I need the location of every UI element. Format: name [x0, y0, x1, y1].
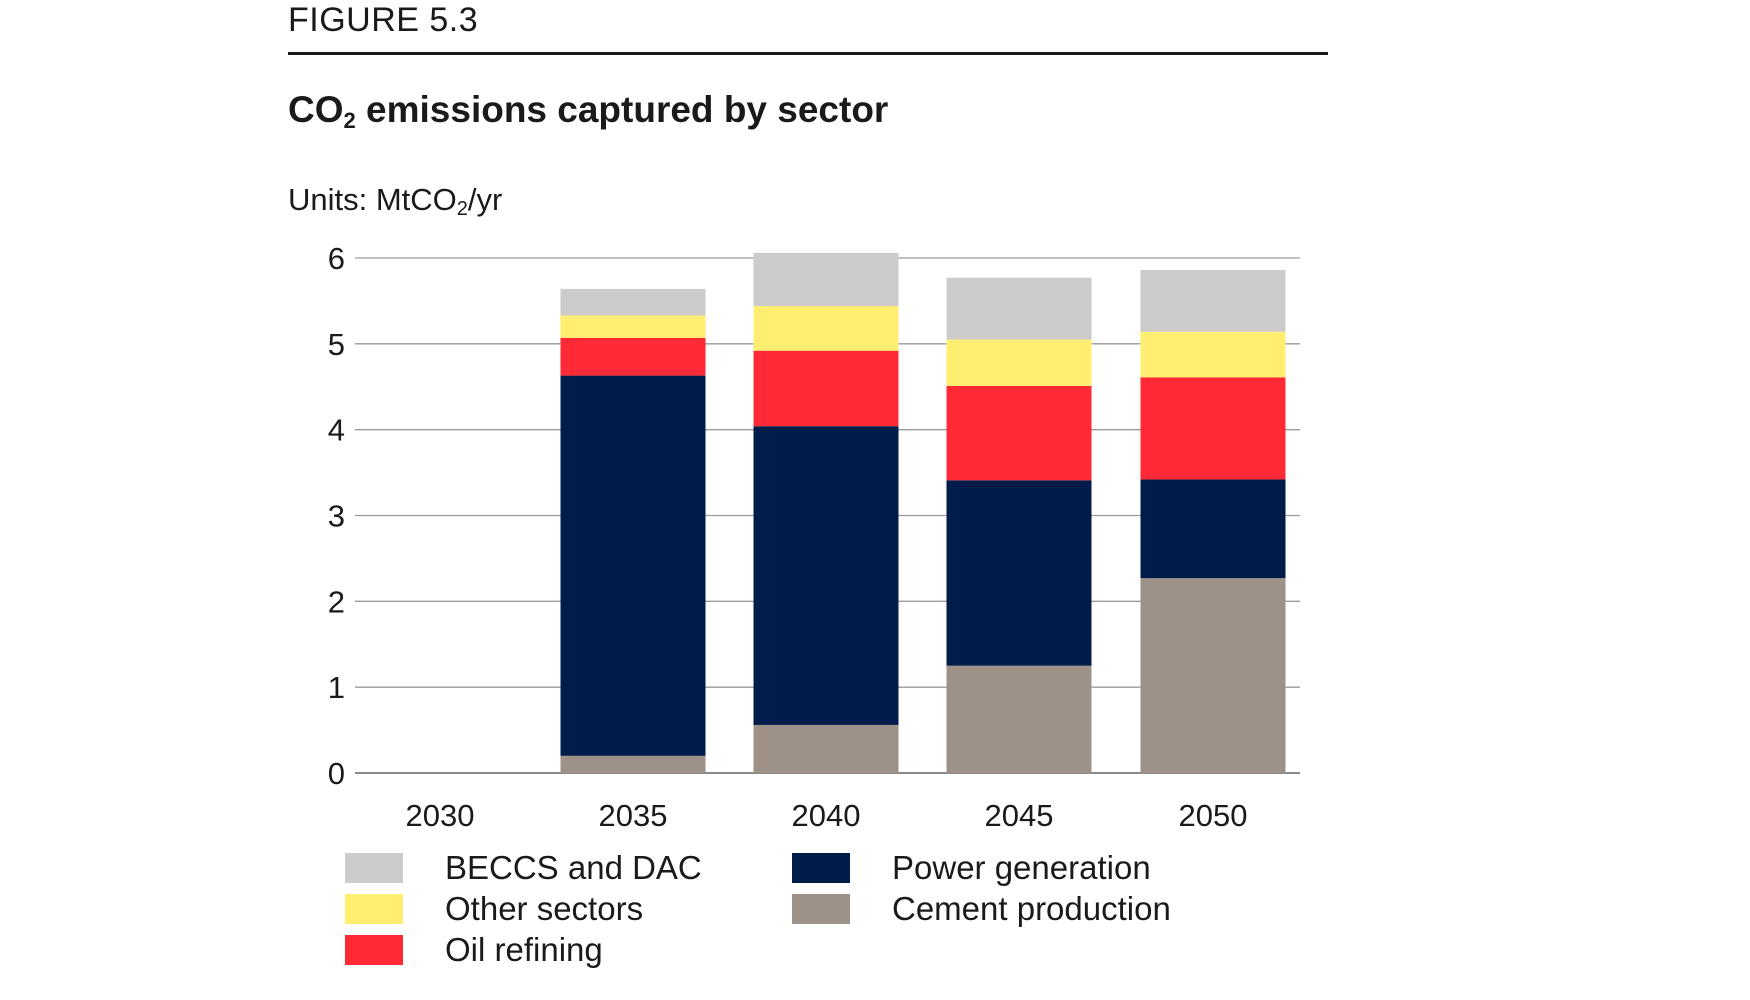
- bar-segment-beccs-and-dac: [1140, 270, 1286, 332]
- bar-segment-beccs-and-dac: [753, 252, 899, 307]
- bar-segment-cement-production: [1140, 578, 1286, 773]
- legend-label: BECCS and DAC: [445, 849, 702, 886]
- bar-segment-cement-production: [753, 724, 899, 773]
- figure-label: FIGURE 5.3: [288, 1, 479, 39]
- x-tick-label: 2035: [599, 798, 668, 833]
- bar-segment-other-sectors: [560, 315, 706, 338]
- bar-segment-power-generation: [946, 480, 1092, 666]
- bar-segment-oil-refining: [1140, 377, 1286, 480]
- bar-segment-beccs-and-dac: [560, 288, 706, 316]
- title-subscript: 2: [343, 108, 356, 133]
- legend-swatch: [345, 935, 403, 965]
- bar-segment-power-generation: [753, 426, 899, 725]
- bar-segment-power-generation: [1140, 479, 1286, 579]
- y-tick-label: 2: [328, 584, 345, 619]
- bar-segment-other-sectors: [1140, 331, 1286, 378]
- title-prefix: CO: [288, 89, 344, 130]
- bar-segment-beccs-and-dac: [946, 277, 1092, 340]
- legend-swatch: [792, 853, 850, 883]
- bar-segment-oil-refining: [560, 337, 706, 376]
- y-tick-label: 0: [328, 756, 345, 791]
- legend-label: Power generation: [892, 849, 1151, 886]
- legend-swatch: [792, 894, 850, 924]
- bar-segment-other-sectors: [946, 339, 1092, 386]
- units-prefix: Units: MtCO: [288, 182, 457, 217]
- units-label: Units: MtCO2/yr: [288, 180, 502, 229]
- legend-swatch: [345, 894, 403, 924]
- legend-swatch: [345, 853, 403, 883]
- x-tick-label: 2040: [792, 798, 861, 833]
- chart-title: CO2 emissions captured by sector: [288, 86, 888, 145]
- legend-label: Other sectors: [445, 890, 644, 927]
- title-rule: [288, 52, 1328, 55]
- y-tick-label: 5: [328, 327, 345, 362]
- bar-segment-power-generation: [560, 375, 706, 756]
- y-tick-label: 3: [328, 499, 345, 534]
- y-tick-label: 1: [328, 670, 345, 705]
- bar-segment-oil-refining: [753, 350, 899, 427]
- x-tick-label: 2050: [1179, 798, 1248, 833]
- y-tick-label: 6: [328, 241, 345, 276]
- units-suffix: /yr: [467, 182, 503, 217]
- bar-segment-other-sectors: [753, 306, 899, 351]
- legend-label: Cement production: [892, 890, 1171, 927]
- title-suffix: emissions captured by sector: [355, 89, 889, 130]
- y-tick-label: 4: [328, 413, 345, 448]
- units-subscript: 2: [456, 198, 468, 220]
- legend-label: Oil refining: [445, 931, 603, 968]
- bar-segment-cement-production: [560, 755, 706, 773]
- x-tick-label: 2045: [985, 798, 1054, 833]
- bar-segment-cement-production: [946, 665, 1092, 773]
- x-tick-label: 2030: [406, 798, 475, 833]
- bar-segment-oil-refining: [946, 385, 1092, 481]
